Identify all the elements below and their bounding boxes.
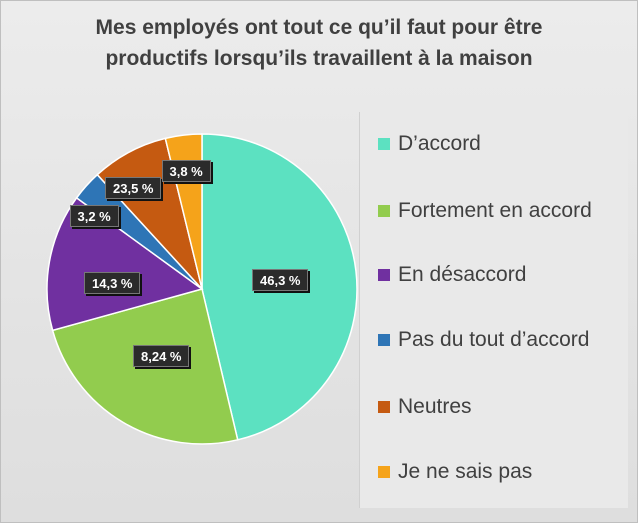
legend-item-en-desaccord: En désaccord: [378, 263, 526, 287]
legend-item-d-accord: D’accord: [378, 132, 481, 156]
chart-title: Mes employés ont tout ce qu’il faut pour…: [0, 12, 638, 74]
legend-swatch-neutres: [378, 401, 390, 413]
chart-title-line-2: productifs lorsqu’ils travaillent à la m…: [105, 47, 533, 70]
data-label-fortement-en-accord: 8,24 %: [133, 345, 190, 367]
legend-swatch-fortement-en-accord: [378, 205, 390, 217]
legend-label-fortement-en-accord: Fortement en accord: [398, 199, 592, 222]
legend-label-pas-du-tout-d-accord: Pas du tout d’accord: [398, 328, 590, 351]
legend-swatch-je-ne-sais-pas: [378, 466, 390, 478]
legend-item-pas-du-tout-d-accord: Pas du tout d’accord: [378, 328, 589, 352]
data-label-pas-du-tout-d-accord: 3,2 %: [69, 205, 119, 227]
legend-label-je-ne-sais-pas: Je ne sais pas: [398, 460, 533, 483]
data-label-d-accord: 46,3 %: [252, 269, 309, 291]
legend-swatch-en-desaccord: [378, 269, 390, 281]
data-label-neutres: 23,5 %: [105, 177, 162, 199]
chart-title-line-1: Mes employés ont tout ce qu’il faut pour…: [95, 16, 543, 39]
legend-item-fortement-en-accord: Fortement en accord: [378, 199, 592, 223]
legend-item-neutres: Neutres: [378, 395, 472, 419]
legend-label-en-desaccord: En désaccord: [398, 263, 527, 286]
legend-swatch-d-accord: [378, 138, 390, 150]
legend-label-d-accord: D’accord: [398, 132, 481, 155]
legend-label-neutres: Neutres: [398, 395, 472, 418]
legend-swatch-pas-du-tout-d-accord: [378, 334, 390, 346]
legend-item-je-ne-sais-pas: Je ne sais pas: [378, 460, 532, 484]
data-label-en-desaccord: 14,3 %: [84, 272, 141, 294]
data-label-je-ne-sais-pas: 3,8 %: [161, 160, 211, 182]
legend: D’accord Fortement en accord En désaccord P…: [359, 112, 628, 508]
